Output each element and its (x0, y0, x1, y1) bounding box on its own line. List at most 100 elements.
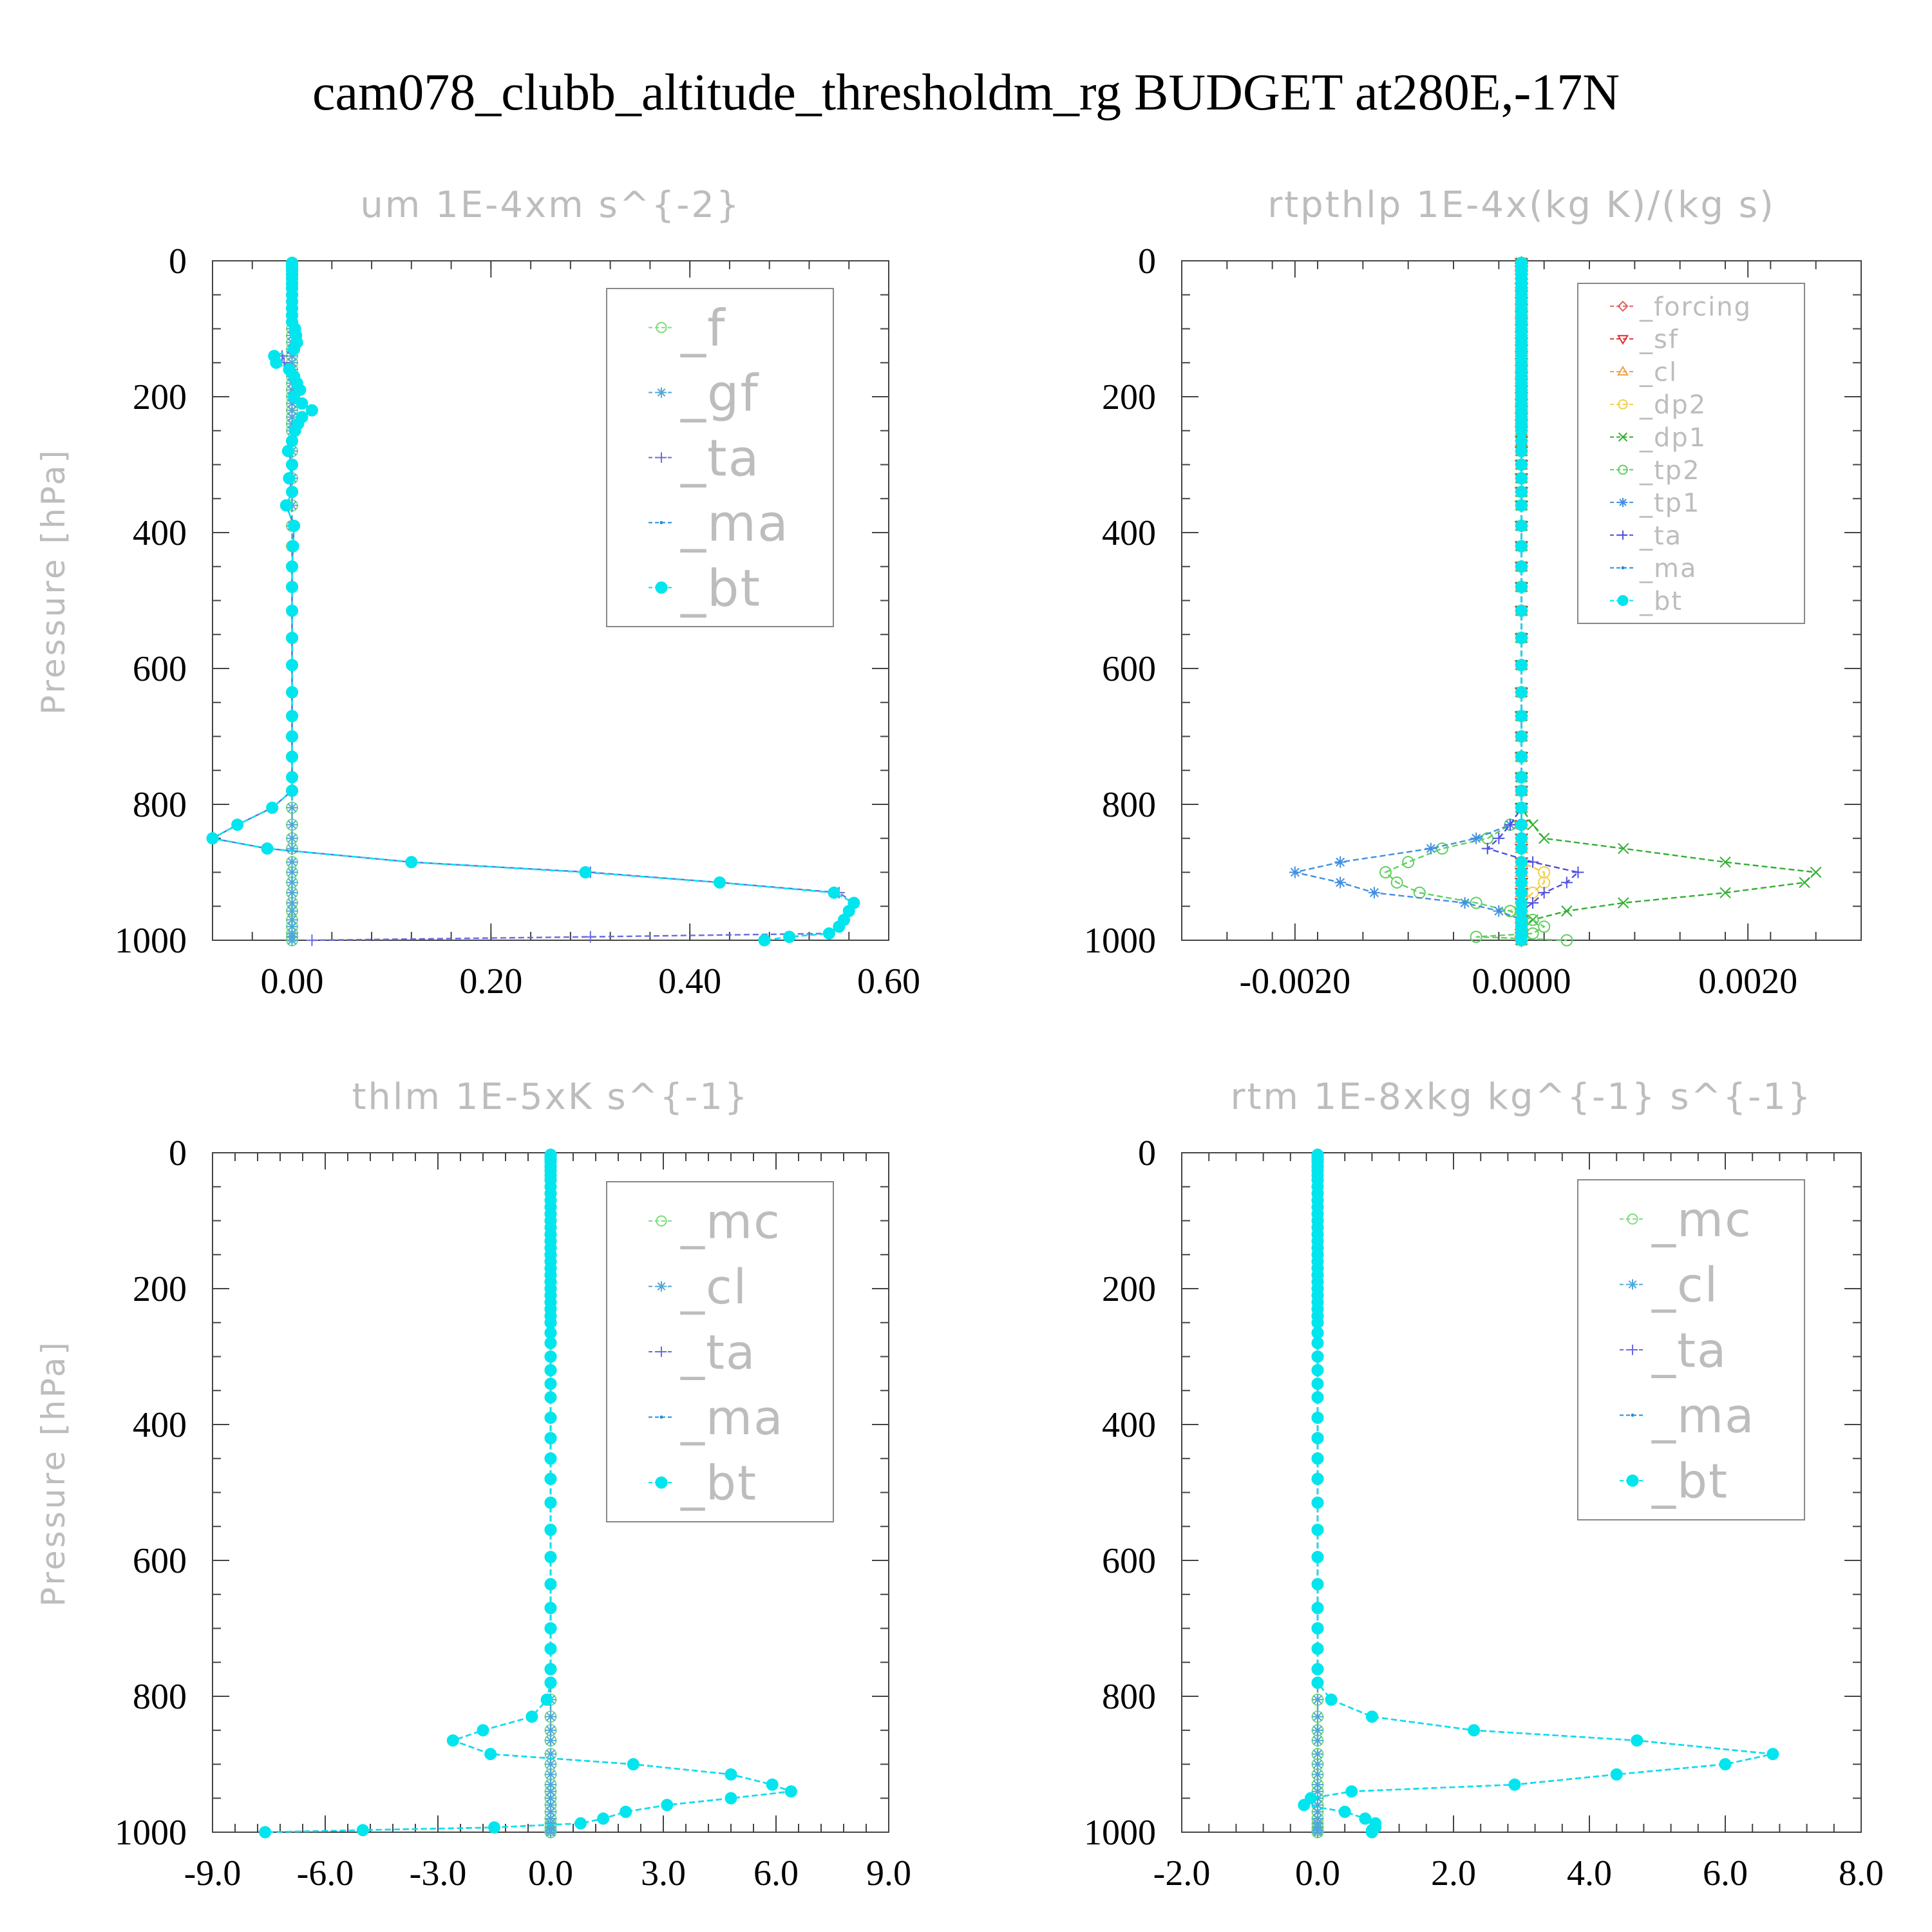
data-point (1515, 580, 1528, 593)
data-point (1312, 1826, 1323, 1838)
data-point (545, 1768, 556, 1781)
data-point (259, 1826, 272, 1839)
legend-entry: _ta (680, 1325, 756, 1381)
data-point (1515, 730, 1528, 743)
data-point (1312, 1724, 1323, 1736)
data-point (306, 934, 318, 946)
data-point (286, 856, 298, 868)
data-point (405, 856, 418, 869)
y-tick-label: 0 (1138, 242, 1156, 281)
data-point (1515, 444, 1528, 457)
data-point (1515, 832, 1528, 845)
data-point (1515, 499, 1528, 512)
data-point (545, 1806, 556, 1818)
y-tick-label: 1000 (1084, 1813, 1156, 1853)
panel-title: rtpthlp 1E-4x(kg K)/(kg s) (1267, 184, 1776, 226)
y-tick-label: 0 (169, 242, 187, 281)
data-point (286, 934, 298, 946)
data-point (544, 1327, 557, 1340)
data-point (1311, 1496, 1324, 1509)
legend-box (1577, 283, 1805, 624)
data-point (545, 1710, 556, 1723)
y-tick-label: 800 (1102, 1677, 1156, 1717)
data-point (1312, 1799, 1323, 1811)
x-tick-label: -2.0 (1153, 1853, 1211, 1893)
legend-marker (659, 1416, 663, 1419)
data-point (286, 819, 298, 831)
data-point (1298, 1799, 1311, 1812)
legend-entry: _ma (1639, 554, 1697, 583)
data-point (1338, 1805, 1351, 1818)
y-tick-label: 200 (133, 1269, 187, 1309)
data-point (544, 1551, 557, 1564)
data-point (1289, 866, 1301, 878)
data-point (544, 1524, 557, 1537)
legend-marker (1627, 1213, 1638, 1225)
data-point (288, 390, 301, 403)
data-point (286, 750, 299, 763)
data-point (1311, 1432, 1324, 1444)
data-point (1312, 1768, 1323, 1781)
data-point (1515, 540, 1528, 553)
data-point (286, 560, 299, 573)
data-point (1468, 1724, 1481, 1737)
data-point (828, 886, 840, 899)
data-point (544, 1496, 557, 1509)
legend-entry: _bt (680, 560, 761, 618)
data-point (544, 1432, 557, 1444)
data-point (545, 1758, 556, 1770)
data-point (1515, 784, 1528, 797)
y-tick-label: 1000 (115, 1813, 187, 1853)
data-point (1618, 897, 1629, 909)
data-point (544, 1602, 557, 1615)
legend-entry: _sf (1639, 325, 1679, 355)
data-point (1515, 519, 1528, 532)
data-point (545, 1799, 556, 1811)
data-point (833, 920, 846, 933)
y-tick-label: 200 (1102, 377, 1156, 417)
legend-marker (1627, 1344, 1638, 1356)
data-point (231, 819, 244, 831)
data-point (286, 920, 298, 933)
data-point (286, 784, 299, 797)
data-point (286, 350, 298, 362)
legend-entry: _cl (680, 1260, 748, 1315)
data-point (544, 1578, 557, 1591)
legend-entry: _tp1 (1639, 489, 1701, 518)
data-point (1515, 866, 1528, 878)
data-point (1311, 1472, 1324, 1485)
legend-entry: _mc (1651, 1193, 1752, 1248)
data-point (1311, 1663, 1324, 1676)
legend-entry: _dp2 (1639, 390, 1707, 420)
data-point (544, 1622, 557, 1634)
data-point (1311, 1452, 1324, 1465)
x-tick-label: 4.0 (1567, 1853, 1612, 1893)
data-point (1515, 632, 1528, 645)
data-point (1538, 887, 1550, 899)
legend-entry: _bt (1639, 587, 1683, 616)
data-point (1572, 866, 1584, 878)
data-point (1493, 905, 1505, 917)
legend-box (1577, 1179, 1805, 1520)
y-tick-label: 400 (1102, 1405, 1156, 1445)
x-tick-label: 0.0000 (1472, 961, 1571, 1001)
data-point (758, 934, 771, 947)
data-point (1515, 801, 1528, 814)
data-point (1719, 887, 1731, 898)
data-point (544, 1364, 557, 1377)
data-point (544, 1336, 557, 1349)
data-point (261, 842, 274, 855)
data-point (1527, 819, 1539, 831)
y-tick-label: 200 (1102, 1269, 1156, 1309)
data-point (579, 866, 592, 878)
data-point (1359, 1812, 1372, 1825)
x-tick-label: 0.20 (459, 961, 522, 1001)
data-point (1560, 876, 1573, 889)
data-point (1311, 1378, 1324, 1390)
data-point (266, 801, 279, 814)
legend-entry: _ma (680, 495, 790, 553)
figure-title: cam078_clubb_altitude_thresholdm_rg BUDG… (312, 64, 1620, 121)
data-point (1515, 472, 1528, 485)
data-point (1515, 459, 1528, 471)
